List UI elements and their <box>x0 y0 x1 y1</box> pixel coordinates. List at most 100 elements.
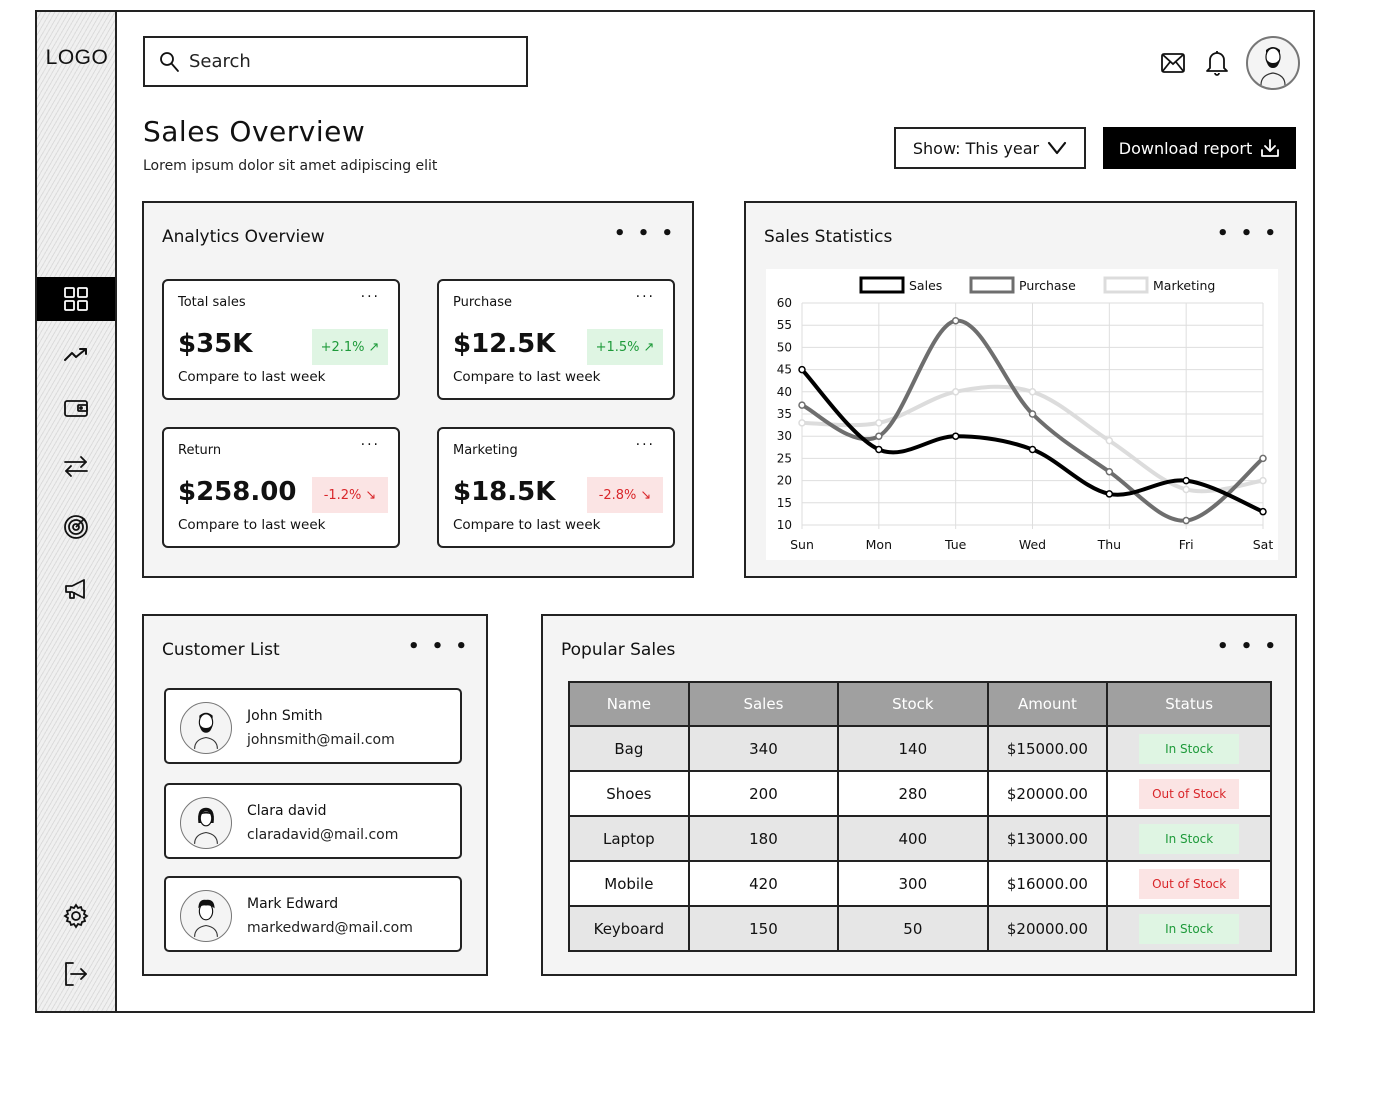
cell-sales: 420 <box>687 860 840 907</box>
card-menu-button[interactable]: ··· <box>635 289 655 305</box>
stat-card-total-sales: Total sales ··· $35K +2.1% ↗ Compare to … <box>162 279 400 400</box>
app-window: LOGO <box>35 10 1315 1013</box>
change-badge: -2.8% ↘ <box>587 477 663 513</box>
target-icon <box>64 515 88 539</box>
svg-text:Fri: Fri <box>1179 537 1194 552</box>
status-badge: In Stock <box>1139 823 1240 854</box>
cell-stock: 280 <box>837 770 989 817</box>
logo: LOGO <box>45 46 109 69</box>
stat-card-purchase: Purchase ··· $12.5K +1.5% ↗ Compare to l… <box>437 279 675 400</box>
avatar <box>180 702 232 754</box>
gear-icon <box>63 903 89 929</box>
page-subtitle: Lorem ipsum dolor sit amet adipiscing el… <box>143 158 438 174</box>
svg-text:Wed: Wed <box>1019 537 1046 552</box>
customer-email: markedward@mail.com <box>247 920 413 936</box>
table-row[interactable]: Mobile 420 300 $16000.00 Out of Stock <box>568 860 1272 907</box>
customer-name: Clara david <box>247 803 327 819</box>
svg-text:50: 50 <box>777 340 792 354</box>
search-input[interactable] <box>189 51 489 72</box>
table-row[interactable]: Shoes 200 280 $20000.00 Out of Stock <box>568 770 1272 817</box>
svg-text:20: 20 <box>777 474 792 488</box>
cell-stock: 400 <box>837 815 989 862</box>
arrow-up-right-icon: ↗ <box>643 339 655 355</box>
user-avatar[interactable] <box>1246 36 1300 90</box>
popular-sales-panel: Popular Sales • • • Name Sales Stock Amo… <box>541 614 1297 976</box>
line-chart: 10 15 20 25 30 35 40 45 50 55 60 Sun Mon Tue Wed Thu Fri… <box>766 269 1278 560</box>
status-badge: Out of Stock <box>1139 778 1240 809</box>
svg-text:Marketing: Marketing <box>1153 278 1215 293</box>
trending-up-icon <box>64 348 87 361</box>
avatar-man-icon <box>194 899 218 937</box>
customer-item[interactable]: John Smith johnsmith@mail.com <box>164 688 462 764</box>
cell-stock: 300 <box>837 860 989 907</box>
stat-value: $18.5K <box>453 477 556 507</box>
svg-text:60: 60 <box>777 296 792 310</box>
svg-text:Sat: Sat <box>1253 537 1274 552</box>
table-row[interactable]: Keyboard 150 50 $20000.00 In Stock <box>568 905 1272 952</box>
change-badge: +2.1% ↗ <box>312 329 388 365</box>
card-menu-button[interactable]: ··· <box>360 289 380 305</box>
mail-button[interactable] <box>1158 48 1188 78</box>
more-options-button[interactable]: • • • <box>613 223 676 244</box>
customer-item[interactable]: Clara david claradavid@mail.com <box>164 783 462 859</box>
avatar-bearded-man-icon <box>194 712 218 749</box>
change-value: -1.2% <box>323 487 362 503</box>
popular-sales-title: Popular Sales <box>561 640 676 660</box>
cell-name: Bag <box>568 725 690 772</box>
svg-text:Tue: Tue <box>944 537 967 552</box>
column-header-amount[interactable]: Amount <box>986 681 1109 727</box>
sidebar-item-goals[interactable] <box>37 505 115 549</box>
analytics-overview-panel: Analytics Overview • • • Total sales ···… <box>142 201 694 578</box>
arrow-down-right-icon: ↘ <box>640 487 652 503</box>
customer-email: claradavid@mail.com <box>247 827 399 843</box>
table-row[interactable]: Bag 340 140 $15000.00 In Stock <box>568 725 1272 772</box>
card-menu-button[interactable]: ··· <box>360 437 380 453</box>
svg-text:Thu: Thu <box>1097 537 1121 552</box>
column-header-sales[interactable]: Sales <box>687 681 840 727</box>
sidebar-item-analytics[interactable] <box>37 332 115 376</box>
stat-compare: Compare to last week <box>178 517 326 533</box>
sidebar-item-logout[interactable] <box>37 952 115 996</box>
more-options-button[interactable]: • • • <box>407 636 470 657</box>
period-filter-dropdown[interactable]: Show: This year <box>894 127 1086 169</box>
avatar <box>180 797 232 849</box>
status-badge: Out of Stock <box>1139 868 1240 899</box>
status-badge: In Stock <box>1139 733 1240 764</box>
sidebar-item-settings[interactable] <box>37 894 115 938</box>
table-row[interactable]: Laptop 180 400 $13000.00 In Stock <box>568 815 1272 862</box>
analytics-overview-title: Analytics Overview <box>162 227 325 247</box>
sidebar-item-dashboard[interactable] <box>37 277 115 321</box>
chart-canvas: 10 15 20 25 30 35 40 45 50 55 60 Sun Mon Tue Wed Thu Fri… <box>777 276 1274 552</box>
column-header-name[interactable]: Name <box>568 681 690 727</box>
sidebar-item-transactions[interactable] <box>37 444 115 488</box>
megaphone-icon <box>65 579 85 599</box>
sidebar-item-marketing[interactable] <box>37 567 115 611</box>
svg-text:15: 15 <box>777 496 792 510</box>
chevron-down-icon <box>1048 141 1067 155</box>
cell-sales: 150 <box>687 905 840 952</box>
notifications-button[interactable] <box>1202 48 1232 78</box>
download-icon <box>1261 139 1280 157</box>
stat-label: Return <box>178 443 222 458</box>
svg-text:Purchase: Purchase <box>1019 278 1076 293</box>
grid-icon <box>64 287 88 311</box>
svg-text:45: 45 <box>777 363 792 377</box>
svg-text:55: 55 <box>777 318 792 332</box>
more-options-button[interactable]: • • • <box>1216 223 1279 244</box>
customer-item[interactable]: Mark Edward markedward@mail.com <box>164 876 462 952</box>
cell-stock: 140 <box>837 725 989 772</box>
more-options-button[interactable]: • • • <box>1216 636 1279 657</box>
download-report-button[interactable]: Download report <box>1103 127 1296 169</box>
sidebar-item-wallet[interactable] <box>37 386 115 430</box>
search-bar[interactable] <box>143 36 528 87</box>
wallet-icon <box>64 400 88 417</box>
column-header-status[interactable]: Status <box>1106 681 1272 727</box>
card-menu-button[interactable]: ··· <box>635 437 655 453</box>
cell-name: Keyboard <box>568 905 690 952</box>
stat-label: Marketing <box>453 443 518 458</box>
mail-icon <box>1161 53 1185 73</box>
svg-text:Sun: Sun <box>790 537 814 552</box>
change-badge: -1.2% ↘ <box>312 477 388 513</box>
column-header-stock[interactable]: Stock <box>837 681 989 727</box>
stat-label: Total sales <box>178 295 246 310</box>
